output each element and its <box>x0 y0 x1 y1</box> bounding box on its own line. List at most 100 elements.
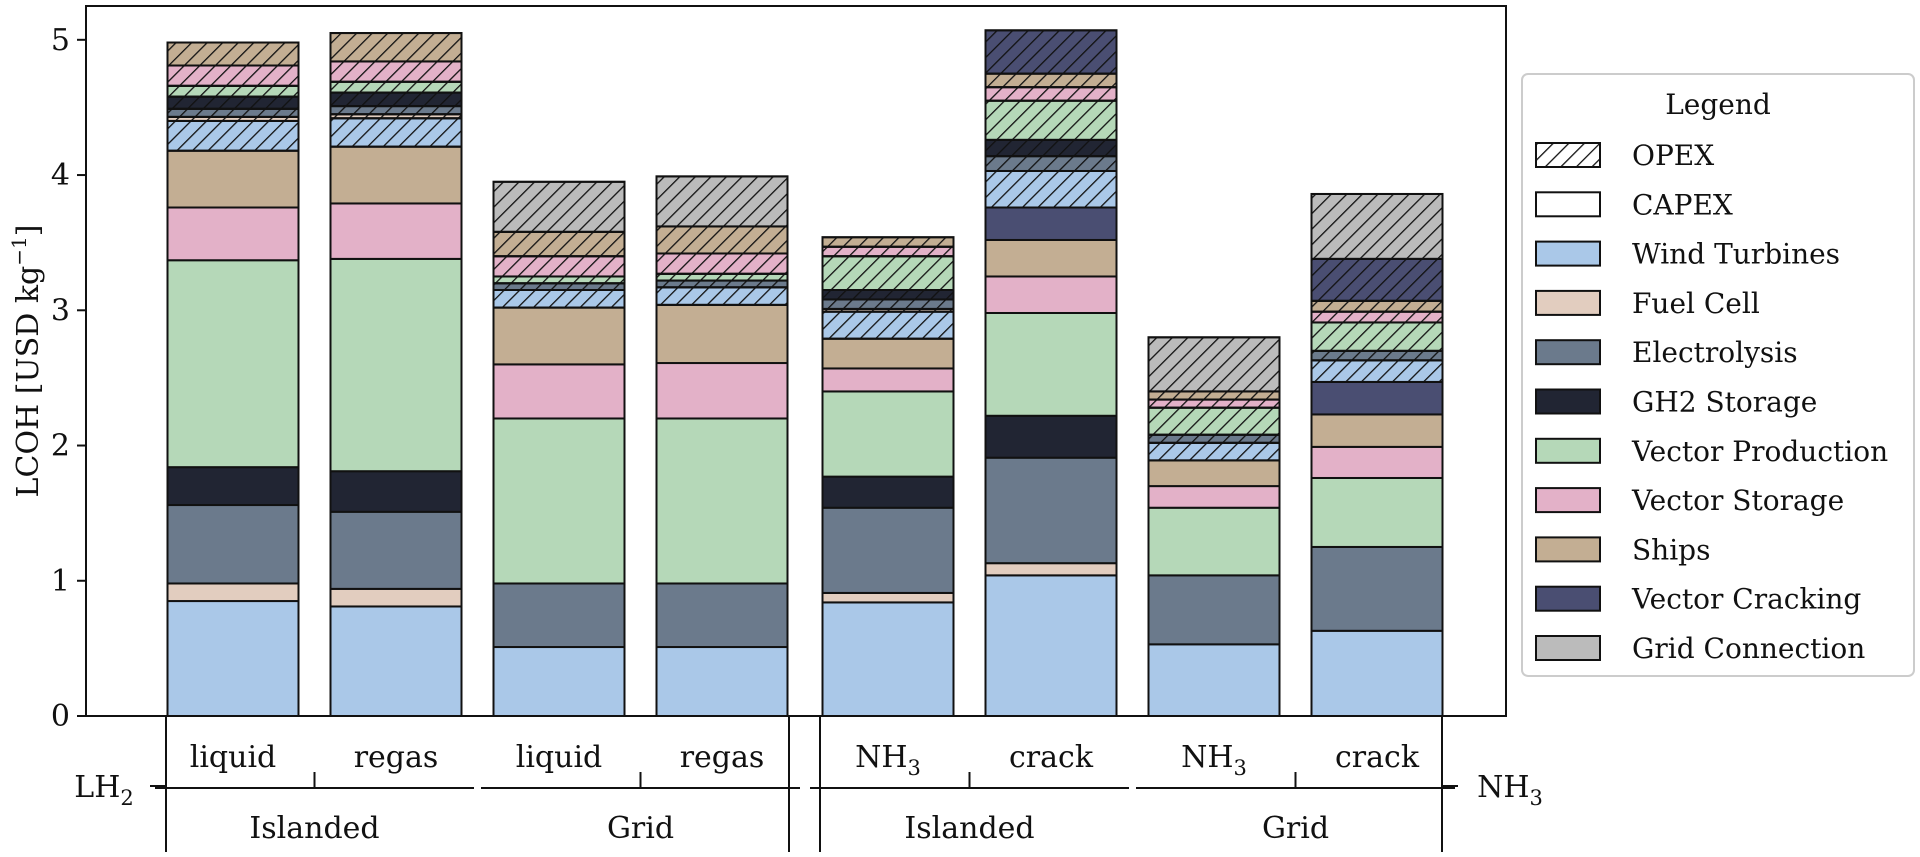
bar-segment-vprod-capex <box>821 390 955 478</box>
bar-segment-fuelcell-capex <box>329 587 463 608</box>
legend-swatch-hatch <box>1535 142 1601 168</box>
bar-segment-electrolysis-capex <box>984 456 1118 565</box>
bar-segment-hatch-overlay <box>984 86 1118 102</box>
bar-segment-ships-capex <box>329 145 463 205</box>
bar-segment-hatch-overlay <box>166 64 300 87</box>
legend-label-capex: CAPEX <box>1632 188 1733 221</box>
bar-segment-hatch-overlay <box>1147 398 1281 409</box>
legend-swatch-capex <box>1535 191 1601 218</box>
bar-segment-vprod-capex <box>1310 476 1444 548</box>
bar-segment-electrolysis-capex <box>166 504 300 585</box>
bar-segment-hatch-overlay <box>492 255 626 278</box>
bar-segment-hatch-overlay <box>655 272 789 282</box>
legend-label-vprod: Vector Production <box>1631 435 1888 468</box>
bar-segment-hatch-overlay <box>1147 406 1281 436</box>
bar-segment-ships-capex <box>1310 413 1444 448</box>
bar-segment-gh2-capex <box>329 470 463 513</box>
bar-segment-electrolysis-capex <box>329 510 463 590</box>
bar-segment-gh2-capex <box>166 466 300 507</box>
legend-label-gh2: GH2 Storage <box>1632 386 1817 419</box>
bar-segment-hatch-overlay <box>1147 336 1281 393</box>
bar-segment-electrolysis-capex <box>655 582 789 649</box>
bar-segment-wind-capex <box>492 646 626 717</box>
bar-segment-ships-capex <box>492 306 626 366</box>
legend-label-electrolysis: Electrolysis <box>1632 336 1798 369</box>
legend-swatch-ships <box>1535 536 1601 563</box>
bar-segment-hatch-overlay <box>984 155 1118 172</box>
bar-segment-ships-capex <box>1147 459 1281 488</box>
bar-segment-wind-capex <box>821 601 955 718</box>
bar-segment-hatch-overlay <box>655 175 789 228</box>
bar-segment-hatch-overlay <box>329 32 463 63</box>
bar-segment-hatch-overlay <box>984 138 1118 158</box>
bar-segment-hatch-overlay <box>821 298 955 310</box>
bar-segment-hatch-overlay <box>492 289 626 309</box>
bar-segment-vstor-capex <box>655 362 789 420</box>
bar-segment-hatch-overlay <box>492 282 626 292</box>
bar-segment-hatch-overlay <box>984 72 1118 89</box>
legend-label-vcrack: Vector Cracking <box>1631 583 1861 616</box>
bar-segment-hatch-overlay <box>1310 310 1444 324</box>
legend-swatch-vprod <box>1535 437 1601 464</box>
bar-segment-hatch-overlay <box>821 289 955 301</box>
bar-segment-vprod-capex <box>1147 506 1281 577</box>
bar-segment-gh2-capex <box>984 414 1118 459</box>
bar-segment-wind-capex <box>984 574 1118 717</box>
legend-label-vstor: Vector Storage <box>1631 484 1844 517</box>
bar-segment-fuelcell-capex <box>984 562 1118 577</box>
bar-segment-hatch-overlay <box>329 91 463 108</box>
bar-2 <box>492 180 626 717</box>
bar-segment-electrolysis-capex <box>492 582 626 649</box>
bar-segment-ships-capex <box>655 303 789 365</box>
axes-layer: 0 1 2 3 4 5 LCOH [USD kg−1] <box>7 5 1507 734</box>
category-label: crack <box>1335 740 1420 775</box>
bar-segment-hatch-overlay <box>1310 299 1444 313</box>
y-tick-label: 0 <box>51 699 70 734</box>
bar-segment-vcrack-capex <box>984 206 1118 241</box>
bar-segment-electrolysis-capex <box>1147 574 1281 646</box>
legend-label-wind: Wind Turbines <box>1632 238 1840 271</box>
bar-segment-hatch-overlay <box>329 80 463 94</box>
bar-segment-hatch-overlay <box>329 117 463 148</box>
y-tick-label: 1 <box>51 564 70 599</box>
bar-segment-ships-capex <box>984 238 1118 278</box>
bar-segment-vprod-capex <box>492 417 626 585</box>
bar-7 <box>1310 192 1444 717</box>
bar-segment-hatch-overlay <box>655 225 789 255</box>
y-tick-label: 2 <box>51 429 70 464</box>
bar-segment-vprod-capex <box>655 417 789 585</box>
bar-segment-hatch-overlay <box>821 236 955 248</box>
bar-segment-vstor-capex <box>1147 485 1281 509</box>
category-label: regas <box>680 740 765 775</box>
bar-segment-wind-capex <box>1147 643 1281 717</box>
bar-segment-fuelcell-capex <box>166 582 300 603</box>
bar-segment-hatch-overlay <box>166 84 300 98</box>
bar-segment-hatch-overlay <box>1310 257 1444 302</box>
group-label: Islanded <box>249 811 379 846</box>
legend-swatch-gh2 <box>1535 388 1601 415</box>
bar-segment-vcrack-capex <box>1310 380 1444 416</box>
legend-title: Legend <box>1665 88 1771 121</box>
legend-swatch-grid <box>1535 635 1601 661</box>
legend-swatch-vcrack <box>1535 585 1601 612</box>
bar-segment-hatch-overlay <box>1310 349 1444 362</box>
bar-segment-vstor-capex <box>492 363 626 420</box>
bar-segment-electrolysis-capex <box>1310 545 1444 632</box>
bar-segment-wind-capex <box>329 605 463 718</box>
bar-0 <box>166 41 300 717</box>
legend-label-grid: Grid Connection <box>1632 632 1865 665</box>
group-label: Islanded <box>904 811 1034 846</box>
bar-segment-hatch-overlay <box>492 230 626 258</box>
bar-segment-ships-capex <box>166 149 300 209</box>
bar-segment-vstor-capex <box>1310 445 1444 479</box>
bar-segment-hatch-overlay <box>492 275 626 285</box>
bar-segment-hatch-overlay <box>329 60 463 83</box>
bar-segment-hatch-overlay <box>655 279 789 289</box>
bar-segment-hatch-overlay <box>1147 441 1281 462</box>
bar-segment-hatch-overlay <box>984 29 1118 75</box>
bar-segment-fuelcell-capex <box>821 591 955 604</box>
bar-segment-hatch-overlay <box>1310 321 1444 352</box>
y-axis-label: LCOH [USD kg−1] <box>7 225 46 498</box>
legend-label-ships: Ships <box>1632 533 1710 566</box>
